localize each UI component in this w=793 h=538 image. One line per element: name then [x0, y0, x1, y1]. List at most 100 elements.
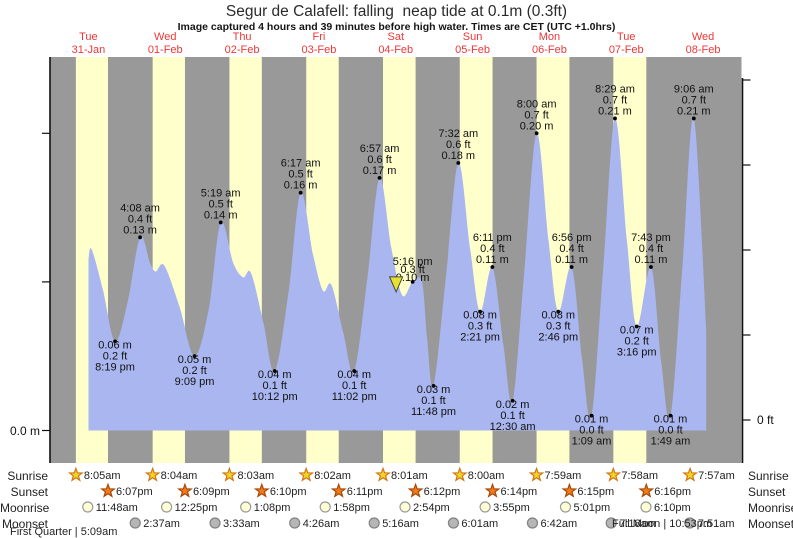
- current-tide-feet: 0.3 ft: [400, 264, 424, 276]
- high-tide-feet: 0.4 ft: [480, 243, 504, 255]
- moonset-time: 4:26am: [303, 518, 340, 530]
- low-tide-time: 12:30 am: [490, 421, 536, 433]
- low-tide-meters: 0.08 m: [463, 310, 497, 322]
- day-date: 31-Jan: [71, 44, 106, 56]
- tide-event-dot: [649, 265, 653, 269]
- sunrise-time: 7:57am: [698, 470, 735, 482]
- low-tide-meters: 0.04 m: [258, 369, 292, 381]
- sunset-row-label-right: Sunset: [748, 485, 786, 499]
- moonset-circle-icon: [684, 517, 696, 529]
- moonset-time: 7:18am: [619, 518, 656, 530]
- day-name: Mon: [538, 31, 561, 43]
- day-date: 02-Feb: [224, 44, 260, 56]
- high-tide-meters: 0.14 m: [204, 209, 238, 221]
- low-tide-meters: 0.04 m: [337, 369, 371, 381]
- moonrise-time: 2:54pm: [413, 502, 450, 514]
- moonset-time: 3:33am: [223, 518, 260, 530]
- capture-note: Image captured 4 hours and 39 minutes be…: [177, 21, 616, 33]
- high-tide-time: 6:17 am: [281, 158, 321, 170]
- low-tide-feet: 0.1 ft: [342, 380, 366, 392]
- tide-event-dot: [272, 369, 277, 373]
- sunset-star-icon: [330, 482, 347, 498]
- low-tide-feet: 0.0 ft: [579, 425, 603, 437]
- low-tide-time: 8:19 pm: [95, 361, 135, 373]
- moon-phase-full-moon: Full Moon | 10:53pm: [612, 518, 713, 530]
- tide-event-dot: [138, 235, 142, 240]
- high-tide-feet: 0.5 ft: [208, 198, 232, 210]
- high-tide-time: 8:29 am: [595, 83, 635, 95]
- moonset-row-label-right: Moonset: [748, 517, 793, 531]
- moonrise-time: 5:01pm: [573, 502, 610, 514]
- low-tide-meters: 0.07 m: [620, 324, 654, 336]
- high-tide-time: 8:00 am: [517, 98, 557, 110]
- sunrise-star-icon: [451, 466, 468, 482]
- tide-event-dot: [478, 309, 483, 314]
- moonrise-time: 6:10pm: [654, 502, 691, 514]
- low-tide-meters: 0.01 m: [654, 414, 688, 426]
- day-date: 07-Feb: [608, 44, 644, 56]
- day-date: 08-Feb: [685, 44, 721, 56]
- high-tide-feet: 0.6 ft: [367, 154, 391, 166]
- high-tide-meters: 0.13 m: [123, 224, 157, 236]
- sunrise-time: 8:04am: [161, 470, 198, 482]
- tide-event-dot: [192, 354, 197, 359]
- moonrise-circle-icon: [399, 501, 411, 513]
- moonrise-circle-icon: [82, 501, 94, 513]
- tide-event-dot: [431, 384, 436, 388]
- low-tide-meters: 0.03 m: [417, 384, 451, 396]
- sunrise-time: 7:59am: [545, 470, 582, 482]
- high-tide-time: 9:06 am: [674, 83, 714, 95]
- tide-event-dot: [490, 265, 495, 269]
- low-tide-feet: 0.2 ft: [624, 335, 648, 347]
- tide-event-dot: [298, 190, 303, 195]
- low-tide-time: 11:02 pm: [332, 391, 377, 403]
- tide-event-dot: [456, 161, 461, 165]
- sunset-time: 6:14pm: [501, 486, 538, 498]
- day-label-05-Feb: Sun 05-Feb: [433, 31, 513, 57]
- sunset-time: 6:15pm: [577, 486, 614, 498]
- sunrise-star-icon: [67, 466, 84, 482]
- moonset-time: 6:01am: [461, 518, 498, 530]
- low-tide-time: 10:12 pm: [252, 391, 298, 403]
- tide-event-dot: [556, 309, 561, 314]
- moonrise-time: 3:55pm: [493, 502, 530, 514]
- high-tide-feet: 0.6 ft: [446, 139, 470, 151]
- day-label-07-Feb: Tue 07-Feb: [586, 31, 666, 57]
- day-label-31-Jan: Tue 31-Jan: [48, 31, 128, 57]
- low-tide-feet: 0.3 ft: [546, 321, 570, 333]
- day-label-03-Feb: Fri 03-Feb: [279, 31, 359, 57]
- current-tide-meters: 0.10 m: [396, 272, 430, 284]
- moonset-circle-icon: [209, 517, 221, 529]
- high-tide-meters: 0.16 m: [284, 180, 318, 192]
- day-label-06-Feb: Mon 06-Feb: [509, 31, 589, 57]
- sunset-star-icon: [561, 482, 578, 498]
- sunrise-star-icon: [375, 466, 391, 482]
- y-axis-label-meters: 0.0 m: [9, 424, 40, 438]
- tide-event-dot: [589, 413, 594, 418]
- high-tide-feet: 0.7 ft: [682, 94, 706, 106]
- day-date: 04-Feb: [378, 44, 414, 56]
- low-tide-time: 2:46 pm: [538, 332, 578, 344]
- day-name: Thu: [232, 31, 252, 43]
- day-label-04-Feb: Sat 04-Feb: [356, 31, 436, 57]
- low-tide-feet: 0.2 ft: [182, 365, 206, 377]
- moonset-time: 2:37am: [143, 518, 180, 530]
- high-tide-time: 7:43 pm: [631, 232, 671, 244]
- low-tide-time: 2:21 pm: [460, 332, 500, 344]
- low-tide-feet: 0.3 ft: [468, 321, 492, 333]
- moonrise-row-label-left: Moonrise: [0, 501, 50, 515]
- moonset-time: 6:42am: [540, 518, 577, 530]
- day-date: 01-Feb: [147, 44, 183, 56]
- tide-event-dot: [510, 398, 515, 403]
- day-label-08-Feb: Wed 08-Feb: [663, 31, 743, 57]
- moonset-row-label-left: Moonset: [1, 517, 48, 531]
- high-tide-meters: 0.11 m: [555, 254, 588, 266]
- tide-event-dot: [668, 413, 673, 418]
- high-tide-time: 7:32 am: [438, 128, 478, 140]
- tide-event-dot: [113, 339, 117, 344]
- sunrise-star-icon: [605, 466, 622, 482]
- low-tide-feet: 0.2 ft: [103, 350, 127, 362]
- sunset-time: 6:11pm: [347, 486, 383, 498]
- high-tide-meters: 0.17 m: [363, 165, 397, 177]
